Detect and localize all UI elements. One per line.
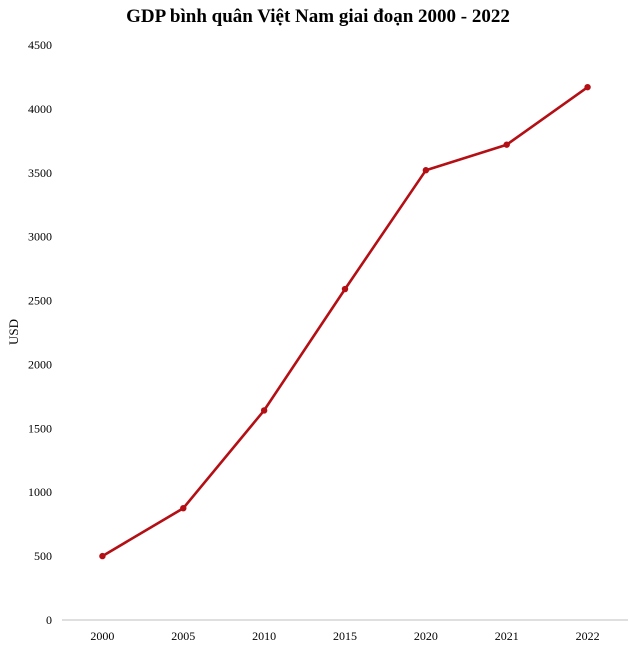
chart-title: GDP bình quân Việt Nam giai đoạn 2000 - … (126, 6, 510, 27)
data-point (99, 552, 106, 560)
y-axis-ticks: 0 500 1000 1500 2000 2500 3000 3500 4000 4500 (28, 38, 52, 627)
x-tick-label: 2005 (171, 629, 195, 643)
y-tick-label: 2000 (28, 357, 52, 371)
y-tick-label: 3500 (28, 166, 52, 180)
data-point (422, 167, 430, 174)
x-tick-label: 2015 (333, 629, 357, 643)
y-tick-label: 4500 (28, 38, 52, 52)
data-point (503, 141, 510, 148)
x-axis-ticks: 2000 2005 2010 2015 2020 2021 2022 (90, 629, 599, 643)
x-tick-label: 2010 (252, 629, 276, 643)
y-tick-label: 4000 (28, 102, 52, 116)
y-axis-label: USD (6, 319, 21, 345)
y-tick-label: 3000 (28, 230, 52, 244)
data-point (341, 285, 349, 293)
data-point (260, 407, 268, 414)
x-tick-label: 2022 (576, 629, 600, 643)
x-tick-label: 2021 (495, 629, 519, 643)
x-tick-label: 2000 (90, 629, 114, 643)
y-tick-label: 2500 (28, 294, 52, 308)
y-tick-label: 0 (46, 613, 52, 627)
y-tick-label: 500 (34, 549, 52, 563)
series-line (101, 85, 589, 558)
y-tick-label: 1000 (28, 485, 52, 499)
y-tick-label: 1500 (28, 421, 52, 435)
x-tick-label: 2020 (414, 629, 438, 643)
series-group (99, 83, 591, 560)
data-point (584, 83, 591, 91)
data-point (180, 504, 187, 512)
